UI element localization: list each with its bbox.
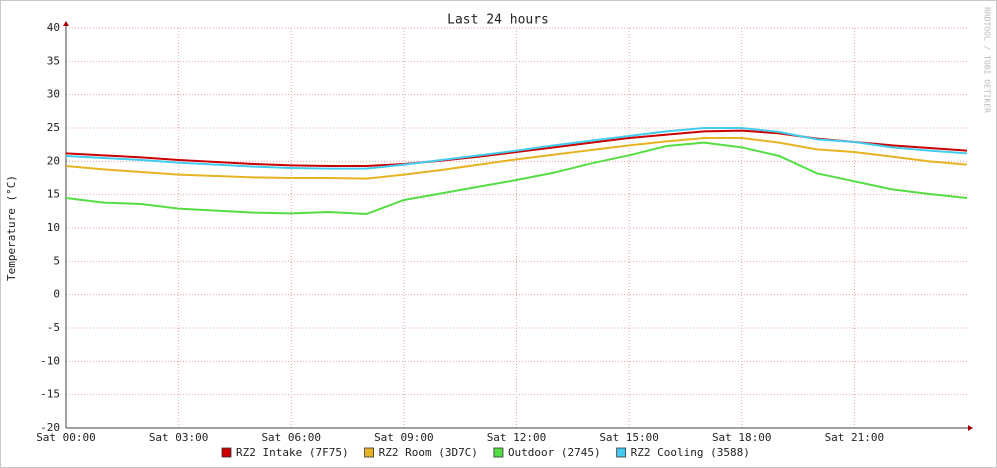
y-tick-label: 10 [47, 221, 60, 234]
x-tick-label: Sat 18:00 [712, 431, 772, 444]
legend-label: RZ2 Cooling (3588) [631, 446, 750, 459]
x-tick-label: Sat 00:00 [36, 431, 96, 444]
y-axis-label: Temperature (°C) [5, 175, 18, 281]
y-tick-label: 0 [53, 288, 60, 301]
series-line [65, 137, 968, 180]
y-tick-label: -5 [47, 321, 60, 334]
axis-arrow [63, 21, 69, 26]
y-tick-label: 5 [53, 254, 60, 267]
y-tick-label: -10 [40, 354, 60, 367]
watermark: RRDTOOL / TOBI OETIKER [983, 7, 992, 113]
y-tick-label: 40 [47, 21, 60, 34]
y-tick-label: 20 [47, 154, 60, 167]
y-tick-label: 25 [47, 121, 60, 134]
y-tick-label: 35 [47, 54, 60, 67]
x-tick-label: Sat 12:00 [487, 431, 547, 444]
legend-swatch [493, 447, 504, 458]
chart-title: Last 24 hours [447, 13, 549, 28]
legend-swatch [221, 447, 232, 458]
series-line [65, 127, 968, 170]
x-tick-label: Sat 09:00 [374, 431, 434, 444]
legend-label: RZ2 Room (3D7C) [379, 446, 478, 459]
axis-arrow [968, 425, 973, 431]
legend-swatch [364, 447, 374, 458]
legend-label: RZ2 Intake (7F75) [236, 446, 349, 459]
legend-swatch [616, 447, 627, 458]
y-tick-label: 15 [47, 188, 60, 201]
x-tick-label: Sat 06:00 [261, 431, 321, 444]
x-tick-label: Sat 21:00 [825, 431, 885, 444]
y-tick-label: -15 [40, 388, 60, 401]
y-tick-label: -20 [40, 421, 60, 434]
legend-label: Outdoor (2745) [508, 446, 601, 459]
x-tick-label: Sat 03:00 [149, 431, 209, 444]
y-tick-label: 30 [47, 88, 60, 101]
x-tick-label: Sat 15:00 [599, 431, 659, 444]
series-line [65, 141, 968, 216]
